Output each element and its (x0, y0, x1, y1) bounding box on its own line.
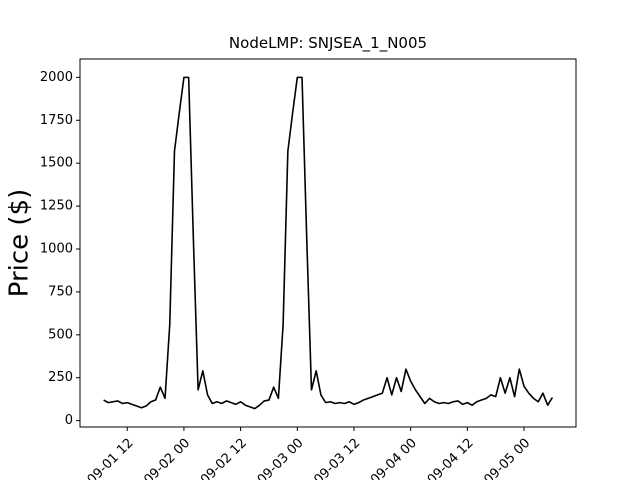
x-tick-label: 09-02 00 (141, 436, 193, 480)
y-tick-label: 250 (48, 370, 73, 385)
y-tick-label: 2000 (40, 70, 73, 85)
x-tick-label: 09-02 12 (198, 436, 250, 480)
x-tick-label: 09-01 12 (85, 436, 137, 480)
plot-frame (79, 58, 577, 428)
y-tick-label: 1250 (40, 199, 73, 214)
y-tick-label: 0 (65, 413, 73, 428)
x-tick-label: 09-04 00 (368, 436, 420, 480)
y-tick-label: 750 (48, 284, 73, 299)
y-tick-label: 1000 (40, 242, 73, 257)
y-tick-label: 1750 (40, 113, 73, 128)
x-tick-label: 09-04 12 (425, 436, 477, 480)
x-tick-label: 09-03 12 (311, 436, 363, 480)
y-tick-label: 500 (48, 327, 73, 342)
x-tick-label: 09-03 00 (255, 436, 307, 480)
y-axis-label: Price ($) (5, 189, 35, 298)
x-tick-label: 09-05 00 (481, 436, 533, 480)
chart-title: NodeLMP: SNJSEA_1_N005 (229, 34, 427, 53)
price-line (103, 76, 554, 410)
y-tick-label: 1500 (40, 156, 73, 171)
